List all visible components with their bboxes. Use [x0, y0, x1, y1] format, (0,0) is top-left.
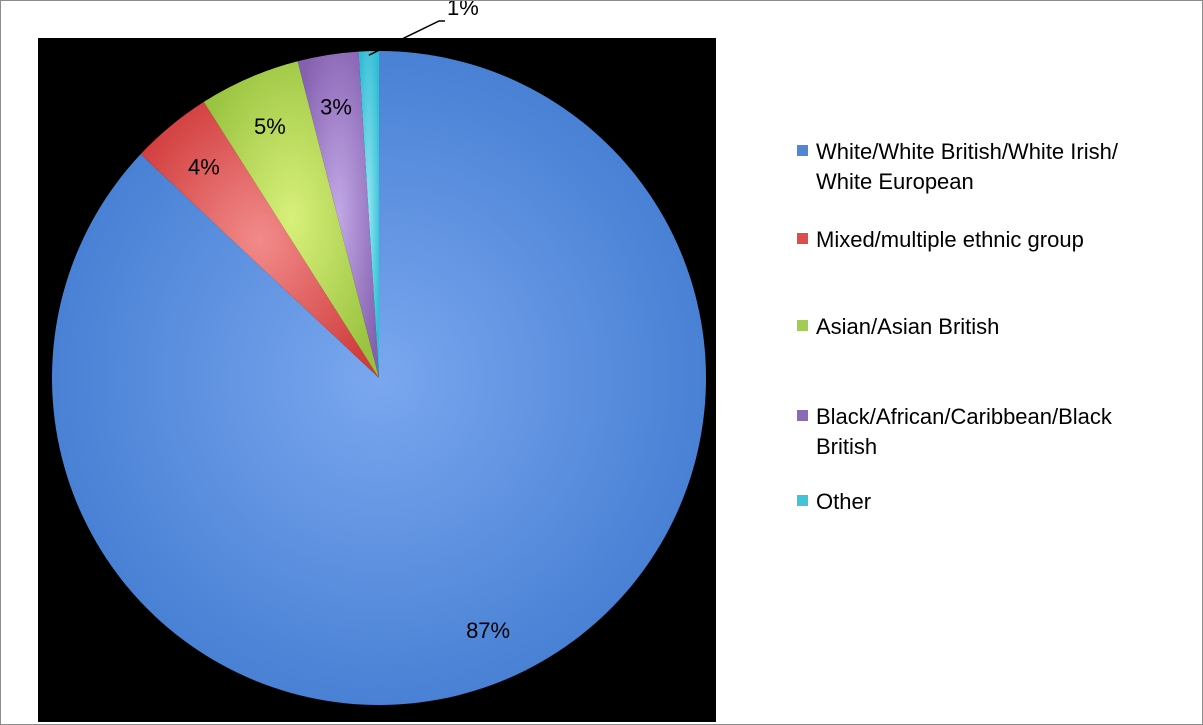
legend-label: Asian/Asian British	[816, 314, 1000, 339]
legend-swatch	[797, 145, 808, 156]
pie-slice-mixed-multiple-ethnic-group	[140, 101, 379, 378]
legend-item-asian-asian-british: Asian/Asian British	[797, 312, 1177, 342]
data-label-other: 1%	[447, 1, 479, 20]
data-label-white-white-british-white-irish-white-european: 87%	[466, 618, 510, 643]
legend-swatch	[797, 410, 808, 421]
legend-label: White/White British/White Irish/White Eu…	[816, 139, 1118, 194]
legend-swatch	[797, 495, 808, 506]
legend-swatch	[797, 233, 808, 244]
legend-swatch	[797, 320, 808, 331]
legend-item-other: Other	[797, 487, 1177, 517]
data-label-mixed-multiple-ethnic-group: 4%	[188, 154, 220, 179]
data-label-asian-asian-british: 5%	[254, 114, 286, 139]
legend-label: Other	[816, 489, 872, 514]
leader-line-other	[368, 20, 445, 56]
data-label-black-african-caribbean-black-british: 3%	[320, 95, 352, 120]
pie-slice-black-african-caribbean-black-british	[297, 51, 379, 378]
pie-slice-asian-asian-british	[203, 61, 379, 378]
legend-label: Black/African/Caribbean/Black British	[816, 404, 1112, 459]
legend-label: Mixed/multiple ethnic group	[816, 227, 1084, 252]
pie-slice-other	[358, 51, 379, 378]
legend-item-white-white-british-white-irish-white-european: White/White British/White Irish/White Eu…	[797, 137, 1177, 197]
legend-item-mixed-multiple-ethnic-group: Mixed/multiple ethnic group	[797, 225, 1177, 255]
legend-item-black-african-caribbean-black-british: Black/African/Caribbean/Black British	[797, 402, 1177, 462]
